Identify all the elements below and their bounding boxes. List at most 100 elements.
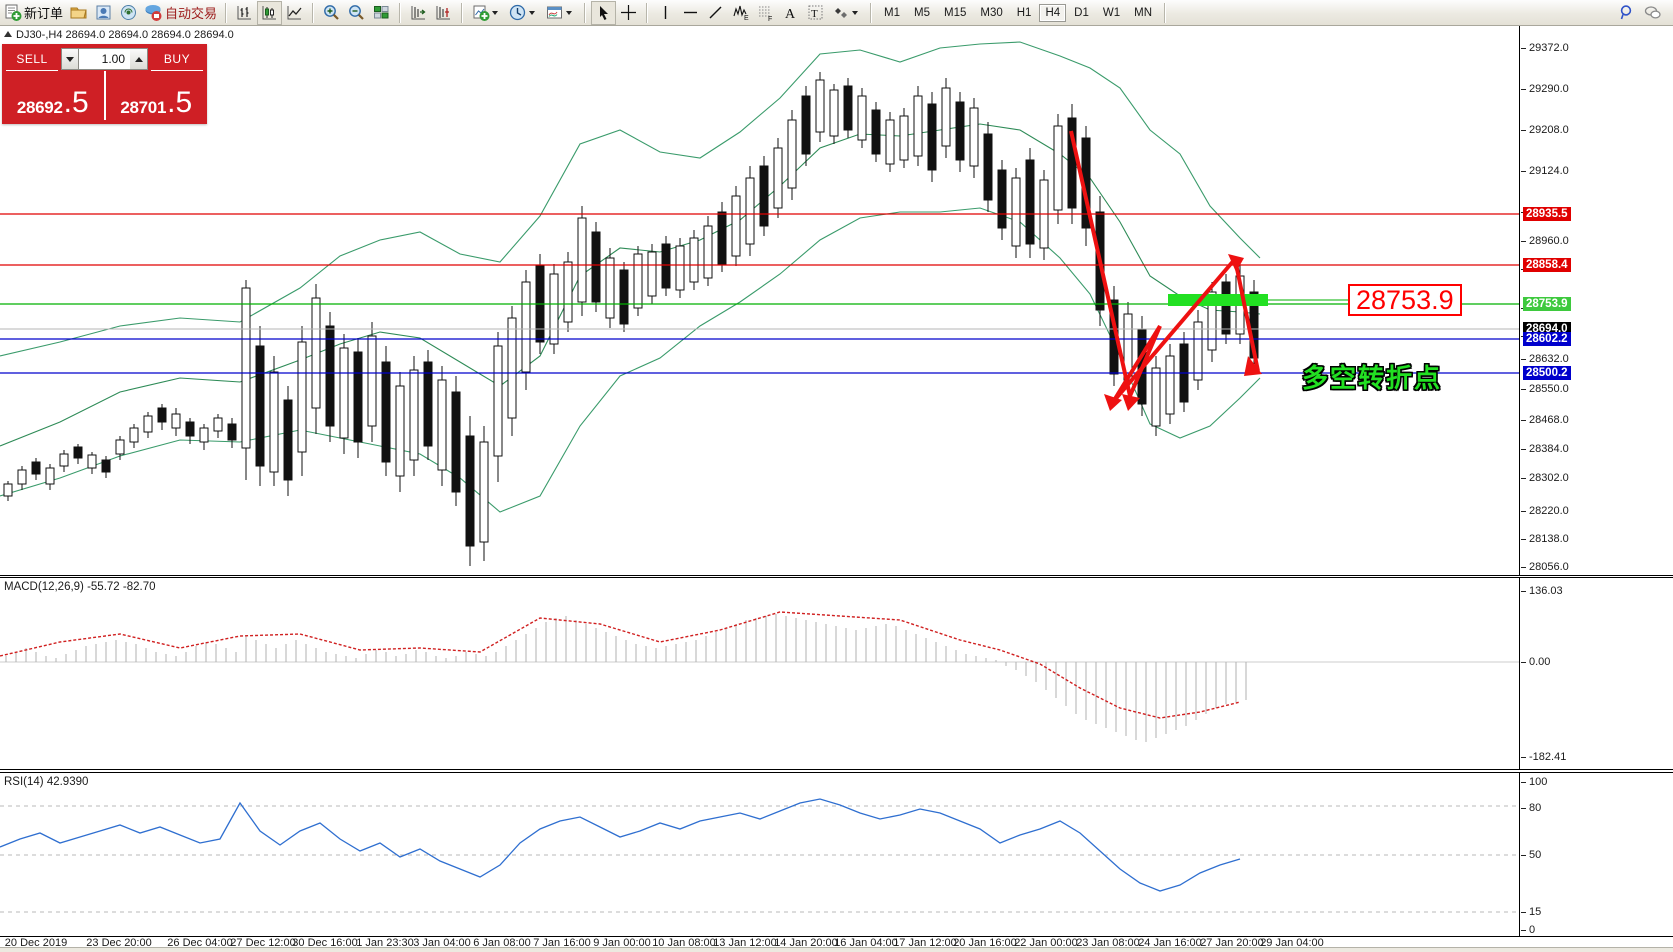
horizontal-line-button[interactable]	[678, 1, 703, 25]
period-button[interactable]	[505, 1, 542, 25]
new-order-label: 新订单	[24, 6, 64, 21]
bar-chart-button[interactable]	[232, 1, 257, 25]
macd-indicator-label: MACD(12,26,9) -55.72 -82.70	[4, 581, 156, 593]
auto-trading-button[interactable]: 自动交易	[141, 1, 220, 25]
time-tick: 27 Jan 20:00	[1200, 937, 1264, 949]
candlestick-chart-button[interactable]	[257, 0, 283, 25]
timeframe-w1[interactable]: W1	[1102, 6, 1121, 19]
zoom-in-button[interactable]	[319, 1, 344, 25]
text-button[interactable]: A	[778, 1, 803, 25]
chevron-down-icon[interactable]	[529, 10, 536, 15]
svg-text:E: E	[744, 15, 749, 22]
elliott-wave-button[interactable]: E	[728, 1, 753, 25]
sell-price[interactable]: 28692 .5	[2, 71, 106, 120]
price-axis[interactable]: 29372.0 29290.0 29208.0 29124.0 29042.0 …	[1519, 26, 1673, 575]
signal-button[interactable]	[116, 1, 141, 25]
price-plot[interactable]	[0, 26, 1519, 575]
new-order-button[interactable]: 新订单	[0, 1, 66, 25]
add-indicator-button[interactable]	[468, 1, 505, 25]
volume-stepper[interactable]: 1.00	[61, 48, 148, 70]
zoom-out-button[interactable]	[344, 1, 369, 25]
rsi-tick: 15	[1520, 906, 1542, 918]
time-tick: 10 Jan 08:00	[652, 937, 716, 949]
time-tick: 29 Jan 04:00	[1260, 937, 1324, 949]
timeframe-m1[interactable]: M1	[884, 6, 901, 19]
timeframe-m30[interactable]: M30	[980, 6, 1003, 19]
macd-pane[interactable]: MACD(12,26,9) -55.72 -82.70 136.03 0.00 …	[0, 577, 1673, 770]
chart-shift-button[interactable]	[431, 1, 456, 25]
auto-scroll-button[interactable]	[406, 1, 431, 25]
timeframe-d1[interactable]: D1	[1074, 6, 1089, 19]
folder-button[interactable]	[66, 1, 91, 25]
macd-plot	[0, 578, 1519, 769]
line-chart-icon	[285, 3, 304, 22]
price-label-support-2: 28500.2	[1523, 366, 1571, 380]
elliott-wave-icon: E	[731, 3, 750, 22]
timeframe-m15[interactable]: M15	[944, 6, 967, 19]
price-label-resistance-2: 28858.4	[1523, 258, 1571, 272]
rsi-indicator-label: RSI(14) 42.9390	[4, 776, 89, 788]
sell-price-fraction: .5	[63, 86, 89, 120]
volume-decrement-button[interactable]	[61, 48, 79, 70]
collapse-triangle-icon[interactable]	[4, 31, 12, 37]
sell-button[interactable]: SELL	[6, 47, 58, 71]
chevron-down-icon[interactable]	[492, 10, 499, 15]
svg-text:F: F	[768, 16, 772, 22]
time-tick: 20 Jan 16:00	[953, 937, 1017, 949]
vertical-line-button[interactable]	[653, 1, 678, 25]
supply-zone-marker	[1168, 294, 1268, 306]
price-chart-svg	[0, 41, 1519, 566]
toolbar-separator	[225, 2, 228, 23]
one-click-trading-panel[interactable]: SELL 1.00 BUY 28692 .	[2, 44, 207, 124]
tile-windows-button[interactable]	[369, 1, 394, 25]
rsi-plot	[0, 773, 1519, 936]
rsi-pane[interactable]: RSI(14) 42.9390 100 80 50 15 0	[0, 772, 1673, 937]
chart-area[interactable]: DJ30-,H4 28694.0 28694.0 28694.0 28694.0	[0, 26, 1673, 952]
timeframe-m5[interactable]: M5	[914, 6, 930, 19]
timeframe-mn[interactable]: MN	[1134, 6, 1152, 19]
toolbar-separator	[1164, 2, 1166, 23]
chevron-down-icon[interactable]	[566, 10, 573, 15]
price-tick: 28468.0	[1521, 414, 1569, 426]
search-button[interactable]	[1615, 1, 1640, 25]
trendline-button[interactable]	[703, 1, 728, 25]
vertical-line-icon	[656, 3, 675, 22]
rsi-tick: 80	[1520, 802, 1542, 814]
chevron-down-icon[interactable]	[852, 10, 859, 15]
templates-button[interactable]	[542, 1, 579, 25]
time-tick: 27 Dec 12:00	[230, 937, 296, 949]
time-axis[interactable]: 20 Dec 2019 23 Dec 20:00 26 Dec 04:00 27…	[0, 937, 1673, 952]
templates-icon	[545, 3, 564, 22]
timeframe-h1[interactable]: H1	[1016, 6, 1032, 19]
toolbar-separator	[646, 2, 649, 23]
zoom-in-icon	[322, 3, 341, 22]
profile-button[interactable]	[91, 1, 116, 25]
price-label-resistance-1: 28935.5	[1523, 207, 1571, 221]
buy-button[interactable]: BUY	[151, 47, 203, 71]
shapes-button[interactable]	[828, 1, 865, 25]
rsi-tick: 0	[1520, 924, 1536, 936]
text-label-button[interactable]: T	[803, 1, 828, 25]
buy-price-fraction: .5	[167, 86, 193, 120]
price-label-support-1: 28602.2	[1523, 332, 1571, 346]
auto-scroll-icon	[409, 3, 428, 22]
time-tick: 1 Jan 23:30	[356, 937, 414, 949]
horizontal-line-icon	[681, 3, 700, 22]
trade-panel-top-row: SELL 1.00 BUY	[2, 44, 207, 71]
crosshair-tool-button[interactable]	[616, 1, 641, 25]
time-tick: 17 Jan 12:00	[893, 937, 957, 949]
line-chart-button[interactable]	[282, 1, 307, 25]
time-tick: 13 Jan 12:00	[713, 937, 777, 949]
macd-tick: 0.00	[1520, 656, 1551, 668]
buy-price[interactable]: 28701 .5	[106, 71, 208, 120]
bar-chart-icon	[235, 3, 254, 22]
chat-button[interactable]	[1640, 1, 1665, 25]
timeframe-h4[interactable]: H4	[1039, 3, 1067, 22]
status-bar	[0, 947, 1673, 952]
fibonacci-button[interactable]: F	[753, 1, 778, 25]
price-pane[interactable]: DJ30-,H4 28694.0 28694.0 28694.0 28694.0	[0, 26, 1673, 576]
cursor-tool-button[interactable]	[591, 0, 617, 25]
volume-input[interactable]: 1.00	[79, 48, 130, 70]
volume-increment-button[interactable]	[130, 48, 148, 70]
toolbar-right-group	[1615, 1, 1673, 25]
